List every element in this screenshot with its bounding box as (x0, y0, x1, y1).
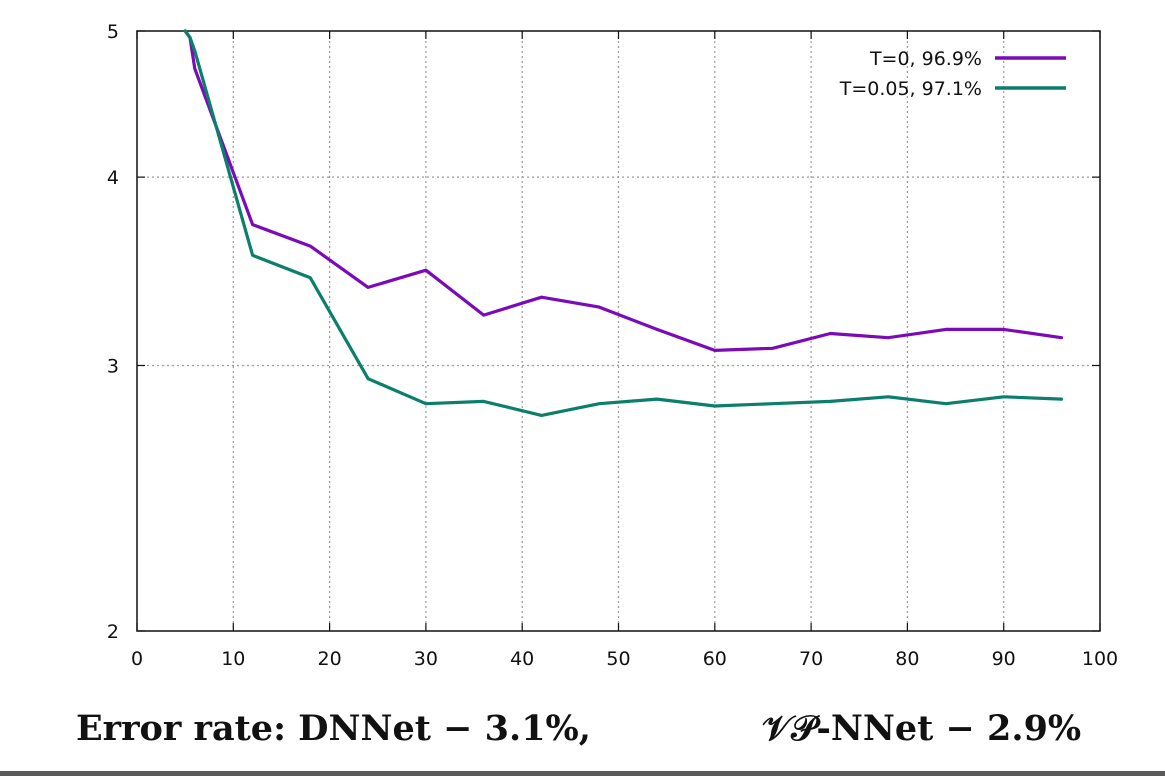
tick-label-x: 10 (221, 648, 245, 670)
series-lines (183, 29, 1064, 417)
caption-dnnet: Error rate: DNNet − 3.1%, (76, 708, 591, 749)
tick-label-y: 4 (107, 167, 119, 189)
tick-label-x: 90 (992, 648, 1016, 670)
legend-label-1: T=0, 96.9% (869, 48, 982, 70)
legend: T=0, 96.9% T=0.05, 97.1% (839, 48, 1066, 100)
series-line-2 (183, 29, 1064, 417)
tick-label-x: 0 (131, 648, 143, 670)
tick-label-y: 3 (107, 355, 119, 377)
tick-label-x: 60 (703, 648, 727, 670)
axis-ticks: 0 10 20 30 40 50 60 70 80 90 100 2 3 4 5 (107, 21, 1118, 670)
tick-label-x: 30 (414, 648, 438, 670)
legend-label-2: T=0.05, 97.1% (839, 78, 982, 100)
bottom-divider (0, 771, 1165, 776)
tick-label-x: 50 (606, 648, 630, 670)
series-line-1 (183, 29, 1064, 352)
tick-label-y: 5 (107, 21, 119, 43)
tick-label-x: 40 (510, 648, 534, 670)
tick-label-y: 2 (107, 621, 119, 643)
tick-label-x: 80 (895, 648, 919, 670)
caption: Error rate: DNNet − 3.1%, 𝒱𝒫-NNet − 2.9% (0, 708, 1165, 768)
caption-vpnnet: 𝒱𝒫-NNet − 2.9% (762, 708, 1082, 749)
tick-label-x: 20 (318, 648, 342, 670)
tick-label-x: 100 (1082, 648, 1118, 670)
tick-label-x: 70 (799, 648, 823, 670)
